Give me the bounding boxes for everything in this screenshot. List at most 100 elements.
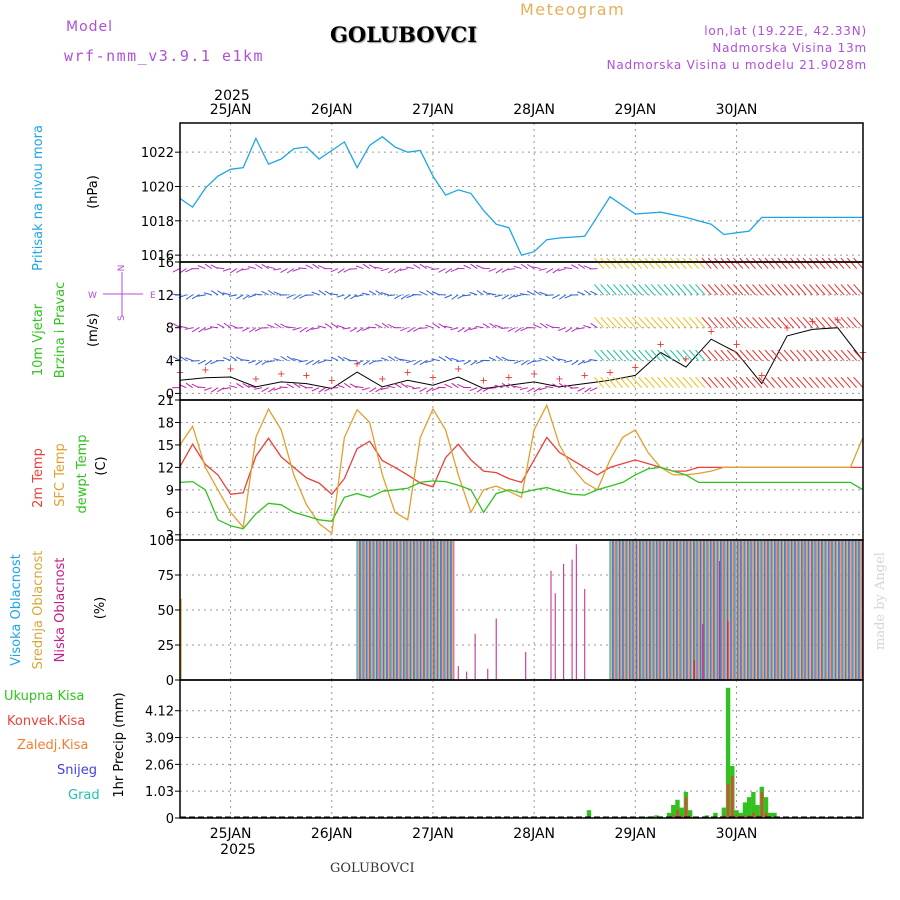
wind-barb	[777, 316, 788, 329]
wind-barb	[185, 294, 193, 300]
wind-barb	[846, 284, 858, 296]
wind-barb	[286, 383, 295, 389]
wind-barb	[840, 376, 851, 389]
wind-barb	[407, 327, 415, 333]
series-line-SFC Temp	[179, 403, 864, 535]
wind-barb	[570, 387, 579, 389]
wind-barb	[469, 387, 478, 392]
wind-barb	[650, 316, 662, 329]
y-tick-label: 0	[166, 674, 174, 689]
wind-barb	[590, 290, 598, 296]
precip-bar-conv	[752, 812, 755, 818]
precip-bar-total	[755, 804, 760, 818]
wind-barb	[695, 316, 706, 329]
date-label-top: 29JAN	[614, 102, 656, 118]
wind-barb	[388, 355, 396, 361]
wind-barb	[745, 257, 756, 269]
wind-barb	[676, 257, 687, 269]
y-tick-label: 75	[157, 569, 174, 584]
gust-marker: +	[707, 326, 715, 337]
wind-barb	[821, 349, 832, 361]
wind-barb	[676, 284, 687, 296]
wind-barb	[564, 266, 573, 270]
wind-barb	[399, 268, 408, 271]
precip-bar-conv	[676, 810, 679, 818]
wind-barb	[688, 349, 699, 361]
wind-barb	[438, 268, 446, 273]
wind-barb	[331, 323, 339, 329]
precip-bar-total	[671, 804, 676, 818]
wind-barb	[285, 326, 294, 329]
wind-barb	[261, 263, 269, 269]
wind-barb	[638, 257, 649, 269]
wind-barb	[444, 355, 453, 361]
wind-barb	[236, 382, 244, 389]
wind-barb	[229, 324, 238, 329]
wind-barb	[343, 356, 351, 362]
wind-barb	[323, 359, 332, 362]
wind-barb	[457, 327, 465, 333]
y-tick-label: 50	[157, 604, 174, 619]
wind-barb	[210, 290, 219, 296]
wind-barb	[501, 382, 510, 389]
wind-barb	[707, 376, 718, 389]
wind-barb	[527, 387, 535, 393]
temp-unit: (C)	[94, 456, 109, 475]
wind-barb	[644, 284, 655, 296]
gust-marker: +	[656, 339, 664, 350]
precip-bar-total	[654, 815, 659, 818]
wind-barb	[707, 284, 718, 296]
y-tick-label: 0	[166, 387, 174, 402]
precip-bar-total	[772, 812, 777, 818]
wind-barb	[676, 316, 687, 329]
panel-frame	[179, 122, 864, 263]
wind-barb	[600, 349, 611, 361]
wind-barb	[539, 322, 548, 329]
wind-barb	[821, 284, 832, 296]
wind-barb	[311, 387, 320, 392]
wind-barb	[745, 349, 756, 361]
series-line-wind_speed	[179, 327, 864, 390]
wind-barb	[600, 316, 611, 329]
wind-barb	[583, 360, 592, 364]
wind-barb	[412, 387, 421, 390]
wind-barb	[612, 284, 624, 296]
series-line-pressure	[179, 135, 863, 256]
wind-barb	[394, 356, 402, 362]
wind-barb	[494, 294, 503, 298]
wind-barb	[230, 355, 238, 361]
wind-barb	[305, 327, 314, 333]
wind-barb	[663, 257, 674, 269]
wind-barb	[552, 294, 560, 299]
wind-barb	[513, 385, 522, 389]
wind-barb	[771, 284, 782, 296]
wind-barb	[583, 265, 592, 270]
wind-barb	[545, 385, 554, 389]
wind-barb	[688, 316, 699, 329]
wind-barb	[557, 268, 566, 272]
wind-barb	[293, 294, 301, 300]
wind-barb	[551, 326, 560, 329]
wind-barb	[783, 257, 794, 269]
wind-barb	[594, 257, 605, 269]
wind-barb	[248, 294, 257, 298]
wind-barb	[317, 360, 326, 364]
wind-barb	[203, 387, 212, 391]
wind-barb	[657, 316, 668, 329]
wind-barb	[462, 294, 471, 297]
panel-frame	[179, 399, 864, 541]
precip-bar-conv	[735, 815, 738, 818]
y-tick-label: 1016	[141, 249, 174, 264]
wind-barb	[475, 360, 484, 365]
wind-barb	[248, 385, 257, 389]
wind-barb	[802, 316, 813, 329]
wind-barb	[557, 358, 566, 362]
wind-barb	[198, 327, 206, 333]
wind-barb	[318, 289, 326, 296]
wind-barb	[752, 376, 763, 389]
y-tick-label: 1018	[141, 215, 174, 230]
wind-barb	[821, 257, 832, 269]
gust-marker: +	[606, 367, 614, 378]
wind-barb	[571, 264, 579, 270]
wind-barb	[526, 290, 535, 296]
